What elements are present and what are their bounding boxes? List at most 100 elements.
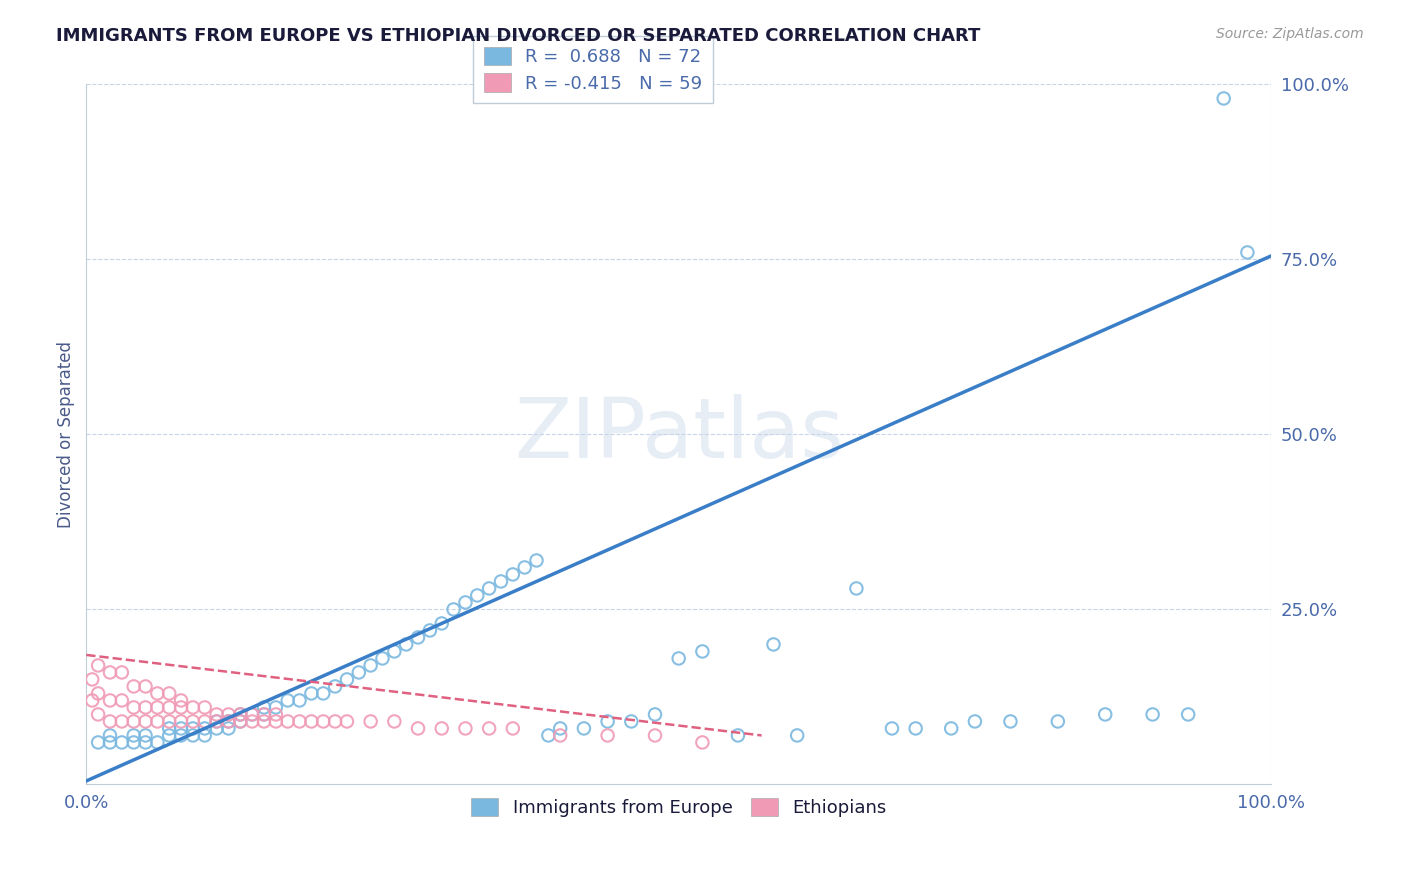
Point [537, 728, 560, 742]
Point [253, 700, 276, 714]
Point [87, 735, 110, 749]
Point [845, 582, 868, 596]
Point [170, 722, 193, 736]
Point [205, 722, 228, 736]
Point [288, 714, 311, 729]
Point [146, 700, 169, 714]
Point [181, 714, 204, 729]
Point [135, 700, 157, 714]
Point [229, 714, 252, 729]
Point [194, 700, 217, 714]
Point [1000, 714, 1022, 729]
Point [194, 714, 217, 729]
Point [170, 728, 193, 742]
Point [454, 722, 477, 736]
Point [146, 735, 169, 749]
Point [98, 693, 121, 707]
Point [360, 714, 382, 729]
Point [312, 686, 335, 700]
Point [323, 680, 346, 694]
Point [668, 651, 690, 665]
Point [596, 728, 619, 742]
Point [963, 714, 986, 729]
Text: ZIPatlas: ZIPatlas [513, 394, 844, 475]
Point [229, 707, 252, 722]
Point [323, 714, 346, 729]
Point [87, 707, 110, 722]
Point [620, 714, 643, 729]
Point [82, 693, 104, 707]
Point [98, 714, 121, 729]
Point [87, 658, 110, 673]
Point [299, 686, 322, 700]
Point [122, 714, 145, 729]
Point [288, 693, 311, 707]
Point [135, 680, 157, 694]
Point [217, 714, 239, 729]
Point [692, 735, 714, 749]
Point [98, 665, 121, 680]
Point [513, 560, 536, 574]
Point [181, 722, 204, 736]
Point [111, 665, 134, 680]
Point [406, 631, 429, 645]
Point [489, 574, 512, 589]
Point [371, 651, 394, 665]
Text: IMMIGRANTS FROM EUROPE VS ETHIOPIAN DIVORCED OR SEPARATED CORRELATION CHART: IMMIGRANTS FROM EUROPE VS ETHIOPIAN DIVO… [56, 27, 980, 45]
Point [454, 595, 477, 609]
Point [170, 693, 193, 707]
Point [299, 714, 322, 729]
Point [419, 624, 441, 638]
Point [596, 714, 619, 729]
Point [786, 728, 808, 742]
Point [240, 707, 263, 722]
Point [111, 714, 134, 729]
Point [194, 722, 217, 736]
Point [122, 735, 145, 749]
Point [264, 714, 287, 729]
Point [1177, 707, 1199, 722]
Point [382, 644, 405, 658]
Point [181, 728, 204, 742]
Point [82, 673, 104, 687]
Point [205, 707, 228, 722]
Point [572, 722, 595, 736]
Point [135, 728, 157, 742]
Point [170, 700, 193, 714]
Point [157, 686, 180, 700]
Point [264, 700, 287, 714]
Point [98, 728, 121, 742]
Point [217, 707, 239, 722]
Point [644, 728, 666, 742]
Point [205, 714, 228, 729]
Point [727, 728, 749, 742]
Point [157, 714, 180, 729]
Point [157, 728, 180, 742]
Point [277, 714, 299, 729]
Point [1046, 714, 1069, 729]
Point [264, 707, 287, 722]
Point [122, 728, 145, 742]
Point [406, 722, 429, 736]
Point [146, 714, 169, 729]
Point [87, 686, 110, 700]
Point [478, 582, 501, 596]
Point [478, 722, 501, 736]
Point [122, 680, 145, 694]
Point [170, 714, 193, 729]
Point [644, 707, 666, 722]
Point [111, 735, 134, 749]
Point [502, 567, 524, 582]
Point [880, 722, 903, 736]
Point [253, 714, 276, 729]
Point [217, 714, 239, 729]
Point [395, 637, 418, 651]
Point [135, 735, 157, 749]
Point [135, 714, 157, 729]
Point [229, 707, 252, 722]
Point [382, 714, 405, 729]
Point [904, 722, 927, 736]
Point [98, 735, 121, 749]
Point [1236, 245, 1258, 260]
Point [336, 673, 359, 687]
